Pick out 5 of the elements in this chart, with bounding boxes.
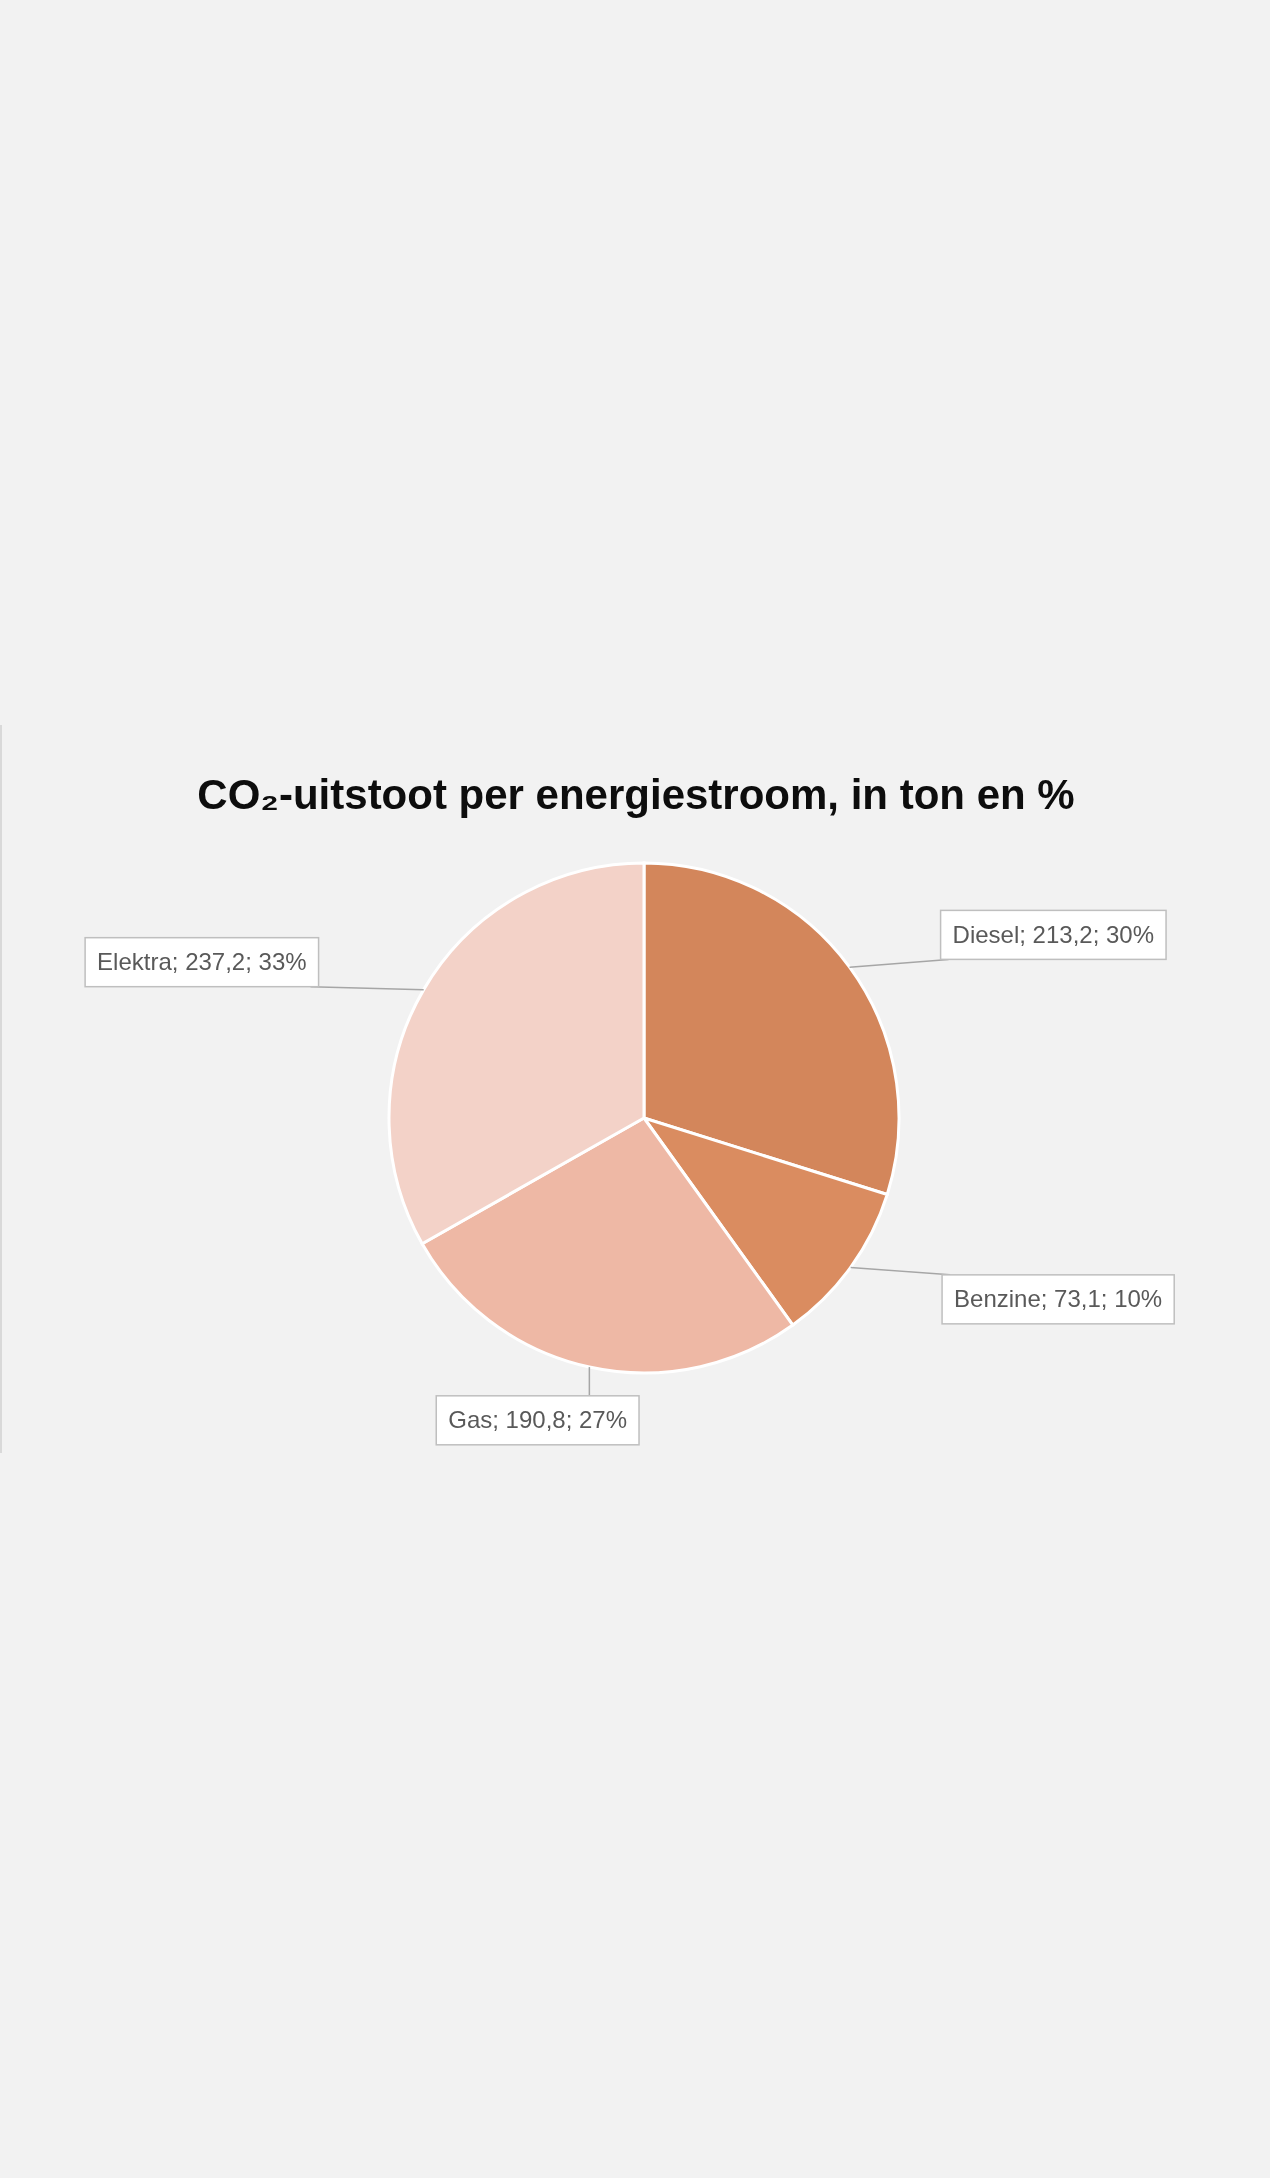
slice-label: Elektra; 237,2; 33%: [97, 947, 307, 975]
slice-label: Gas; 190,8; 27%: [448, 1406, 628, 1434]
slice-label: Diesel; 213,2; 30%: [952, 920, 1155, 948]
slice-label: Benzine; 73,1; 10%: [954, 1285, 1163, 1313]
chart-title: CO₂-uitstoot per energiestroom, in ton en %: [196, 770, 1076, 820]
